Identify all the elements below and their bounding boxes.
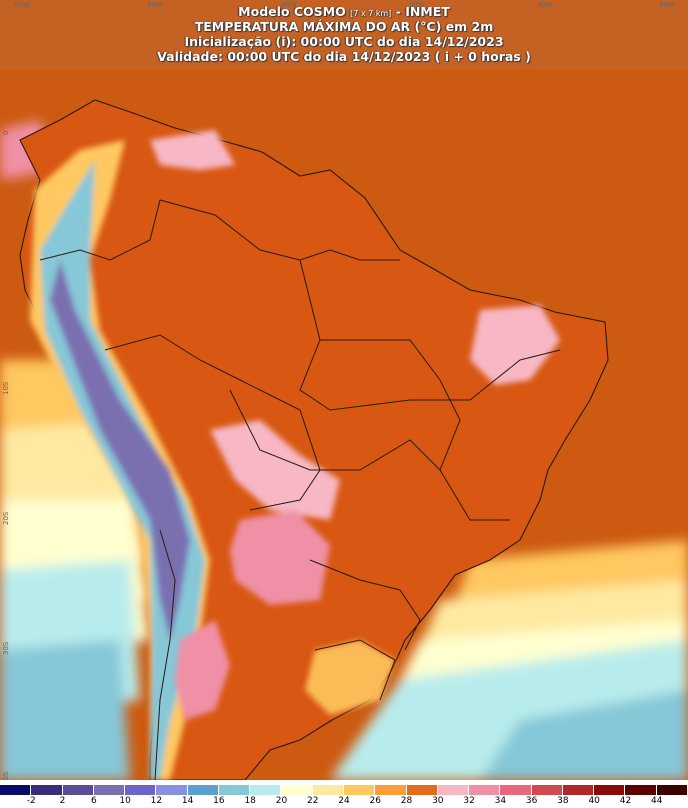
legend-swatch <box>312 785 344 795</box>
legend-swatch <box>500 785 532 795</box>
lon-label: 60W <box>281 1 297 9</box>
temperature-legend: -2 2 6 10 12 14 16 18 20 22 24 26 28 30 32 34 36 38 40 42 44 <box>0 781 688 808</box>
legend-label: 44 <box>650 796 663 806</box>
legend-swatch <box>531 785 563 795</box>
legend-swatch <box>93 785 126 795</box>
uruguay-yellow <box>305 640 395 715</box>
lon-label: 70W <box>147 1 163 9</box>
legend-label: 40 <box>588 796 600 806</box>
legend-label: -2 <box>26 796 36 806</box>
pacific-blue-band <box>0 640 130 780</box>
legend-label: 34 <box>494 796 507 806</box>
header-initialization: Inicialização (i): 00:00 UTC do dia 14/1… <box>184 34 504 49</box>
andes-purple <box>50 260 190 640</box>
legend-label: 14 <box>181 796 194 806</box>
legend-swatch <box>625 785 657 795</box>
legend-label: 12 <box>150 796 163 806</box>
legend-label: 20 <box>275 796 288 806</box>
border-states-3 <box>299 339 561 411</box>
hot-northeast-pink <box>470 305 560 385</box>
legend-label: 38 <box>557 796 569 806</box>
lat-label: 30S <box>2 641 10 655</box>
hot-argentina-pink <box>175 620 230 720</box>
border-argentina-brazil <box>309 559 421 651</box>
legend-label: 28 <box>400 796 413 806</box>
header-model: Modelo COSMO <box>238 4 346 19</box>
lat-label: 0 <box>2 130 10 135</box>
legend-swatch <box>218 785 251 795</box>
header-resolution: [7 x 7 km] <box>350 9 392 18</box>
legend-label: 30 <box>432 796 444 806</box>
header-variable: TEMPERATURA MÁXIMA DO AR (°C) em 2m <box>194 19 494 34</box>
legend-label: 22 <box>306 796 319 806</box>
legend-swatch <box>437 785 470 795</box>
lon-label: 40W <box>537 1 553 9</box>
legend-swatch <box>187 785 219 795</box>
legend-swatch <box>375 785 407 795</box>
lon-label: 50W <box>409 1 425 9</box>
border-states-2 <box>229 389 441 471</box>
legend-label: 18 <box>244 796 256 806</box>
header-band <box>0 0 688 70</box>
lon-label: 80W <box>14 1 30 9</box>
border-uruguay <box>314 639 396 701</box>
border-peru-colombia <box>39 199 161 261</box>
legend-swatch <box>562 785 595 795</box>
hot-paraguay-pink <box>230 510 330 605</box>
legend-swatch <box>656 785 688 795</box>
hot-north-pink <box>150 130 235 170</box>
legend-swatch <box>0 785 32 795</box>
legend-swatch <box>344 785 376 795</box>
legend-swatch <box>31 785 63 795</box>
atlantic-blue-band <box>480 690 688 780</box>
legend-label: 26 <box>369 796 381 806</box>
legend-swatch <box>594 785 626 795</box>
legend-label: 10 <box>119 796 131 806</box>
border-brazil-bolivia <box>104 334 321 511</box>
legend-label: 42 <box>619 796 632 806</box>
legend-swatch <box>281 785 313 795</box>
header-validity: Validade: 00:00 UTC do dia 14/12/2023 ( … <box>157 49 531 64</box>
header-institute: - INMET <box>395 4 450 19</box>
lat-label: 10S <box>2 381 10 395</box>
legend-swatch <box>125 785 157 795</box>
legend-label: 6 <box>90 796 97 806</box>
legend-label: 32 <box>463 796 475 806</box>
legend-swatch <box>406 785 438 795</box>
legend-label: 36 <box>525 796 538 806</box>
temperature-map <box>0 0 688 780</box>
legend-swatch <box>250 785 282 795</box>
header-title-line: Modelo COSMO [7 x 7 km] - INMET <box>0 4 688 21</box>
border-argentina-chile <box>154 529 176 780</box>
legend-label: 24 <box>338 796 350 806</box>
lon-label: 30W <box>659 1 675 9</box>
lat-label: 20S <box>2 511 10 525</box>
legend-swatch <box>469 785 501 795</box>
legend-label: 2 <box>59 796 66 806</box>
legend-swatch <box>62 785 94 795</box>
hot-central-pink <box>210 420 340 520</box>
legend-label: 16 <box>213 796 225 806</box>
legend-swatch <box>156 785 188 795</box>
